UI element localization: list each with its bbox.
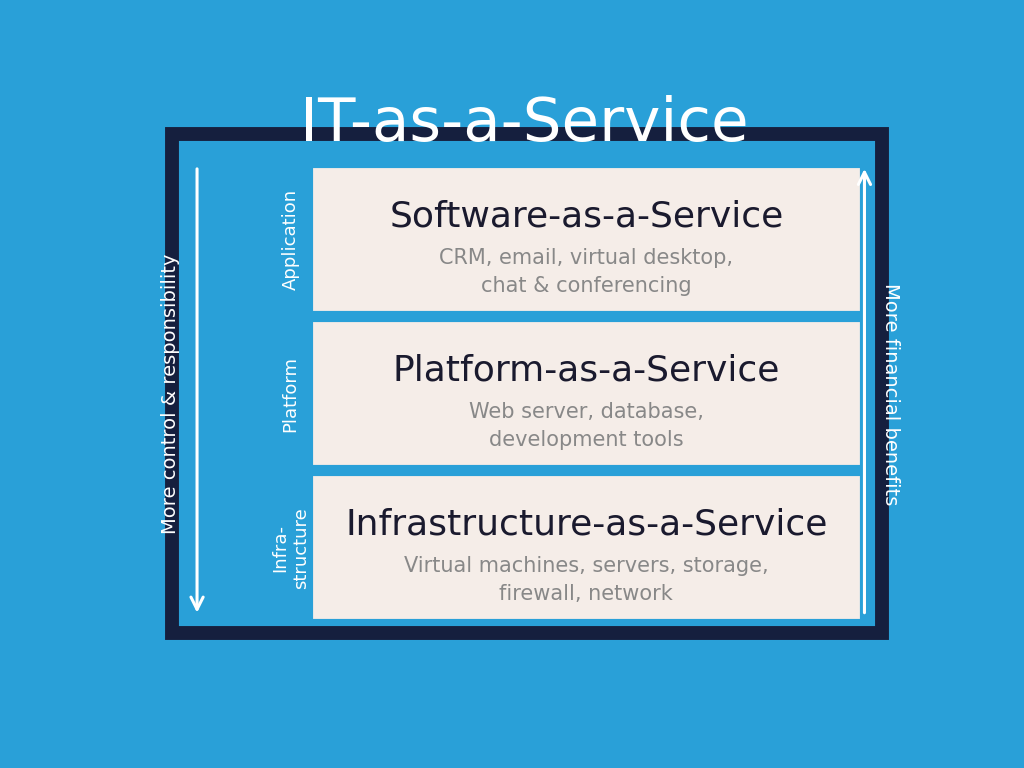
Text: IT-as-a-Service: IT-as-a-Service <box>300 95 750 154</box>
Text: Infra-
structure: Infra- structure <box>271 507 310 589</box>
Text: Software-as-a-Service: Software-as-a-Service <box>389 199 783 233</box>
Text: More financial benefits: More financial benefits <box>881 283 900 505</box>
Text: Infrastructure-as-a-Service: Infrastructure-as-a-Service <box>345 508 827 541</box>
Bar <box>172 134 882 634</box>
Text: More control & responsibility: More control & responsibility <box>162 253 180 534</box>
Text: Virtual machines, servers, storage,
firewall, network: Virtual machines, servers, storage, fire… <box>404 556 769 604</box>
Text: CRM, email, virtual desktop,
chat & conferencing: CRM, email, virtual desktop, chat & conf… <box>439 248 733 296</box>
Text: Application: Application <box>282 189 300 290</box>
Bar <box>310 166 862 313</box>
Bar <box>310 475 862 621</box>
Text: Platform-as-a-Service: Platform-as-a-Service <box>392 353 780 387</box>
Text: Platform: Platform <box>282 356 300 432</box>
Text: Web server, database,
development tools: Web server, database, development tools <box>469 402 703 450</box>
Bar <box>310 320 862 467</box>
